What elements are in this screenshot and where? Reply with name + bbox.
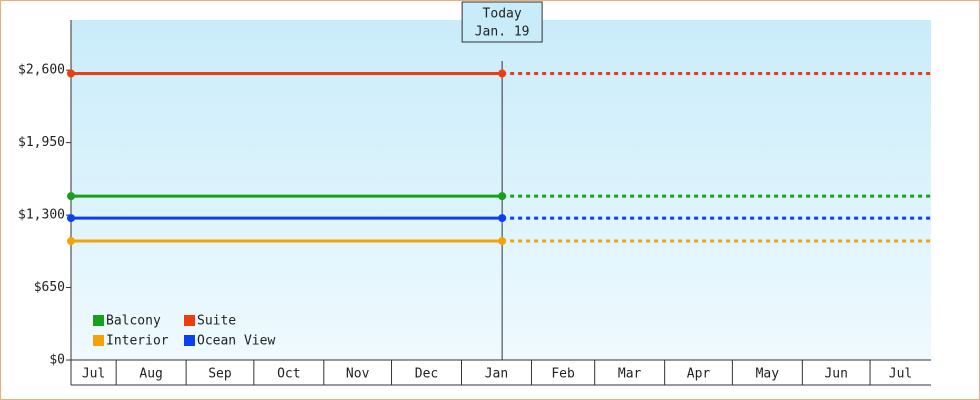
- point: [498, 192, 507, 201]
- legend-swatch: [184, 335, 195, 346]
- legend-label: Interior: [106, 334, 169, 349]
- x-tick-label: Aug: [139, 367, 162, 382]
- x-tick-label: Jul: [889, 367, 912, 382]
- x-tick-label: Sep: [208, 367, 232, 382]
- point: [67, 237, 75, 246]
- x-tick-label: May: [756, 367, 780, 382]
- today-box: [461, 1, 543, 43]
- point: [498, 237, 507, 246]
- x-tick-label: Feb: [551, 367, 575, 382]
- point: [498, 214, 507, 223]
- today-label: Today: [483, 7, 522, 22]
- x-tick-label: Jan: [485, 367, 508, 382]
- x-tick-label: Mar: [618, 367, 642, 382]
- point: [67, 192, 75, 201]
- today-label: Jan. 19: [475, 25, 530, 40]
- x-tick-label: Jul: [82, 367, 105, 382]
- point: [67, 69, 75, 78]
- x-tick-label: Nov: [346, 367, 370, 382]
- y-tick-label: $2,600: [18, 63, 65, 78]
- x-tick-label: Jun: [824, 367, 847, 382]
- y-tick-label: $650: [34, 280, 65, 295]
- legend-swatch: [93, 315, 104, 326]
- x-tick-label: Apr: [687, 367, 711, 382]
- y-tick-label: $0: [49, 353, 65, 368]
- legend-swatch: [184, 315, 195, 326]
- legend-swatch: [93, 335, 104, 346]
- legend-label: Balcony: [106, 314, 161, 329]
- legend-label: Suite: [197, 314, 236, 329]
- legend-label: Ocean View: [197, 334, 275, 349]
- point: [498, 69, 507, 78]
- x-tick-label: Oct: [277, 367, 300, 382]
- y-tick-label: $1,950: [18, 135, 65, 150]
- x-tick-label: Dec: [415, 367, 438, 382]
- point: [67, 214, 75, 223]
- y-tick-label: $1,300: [18, 208, 65, 223]
